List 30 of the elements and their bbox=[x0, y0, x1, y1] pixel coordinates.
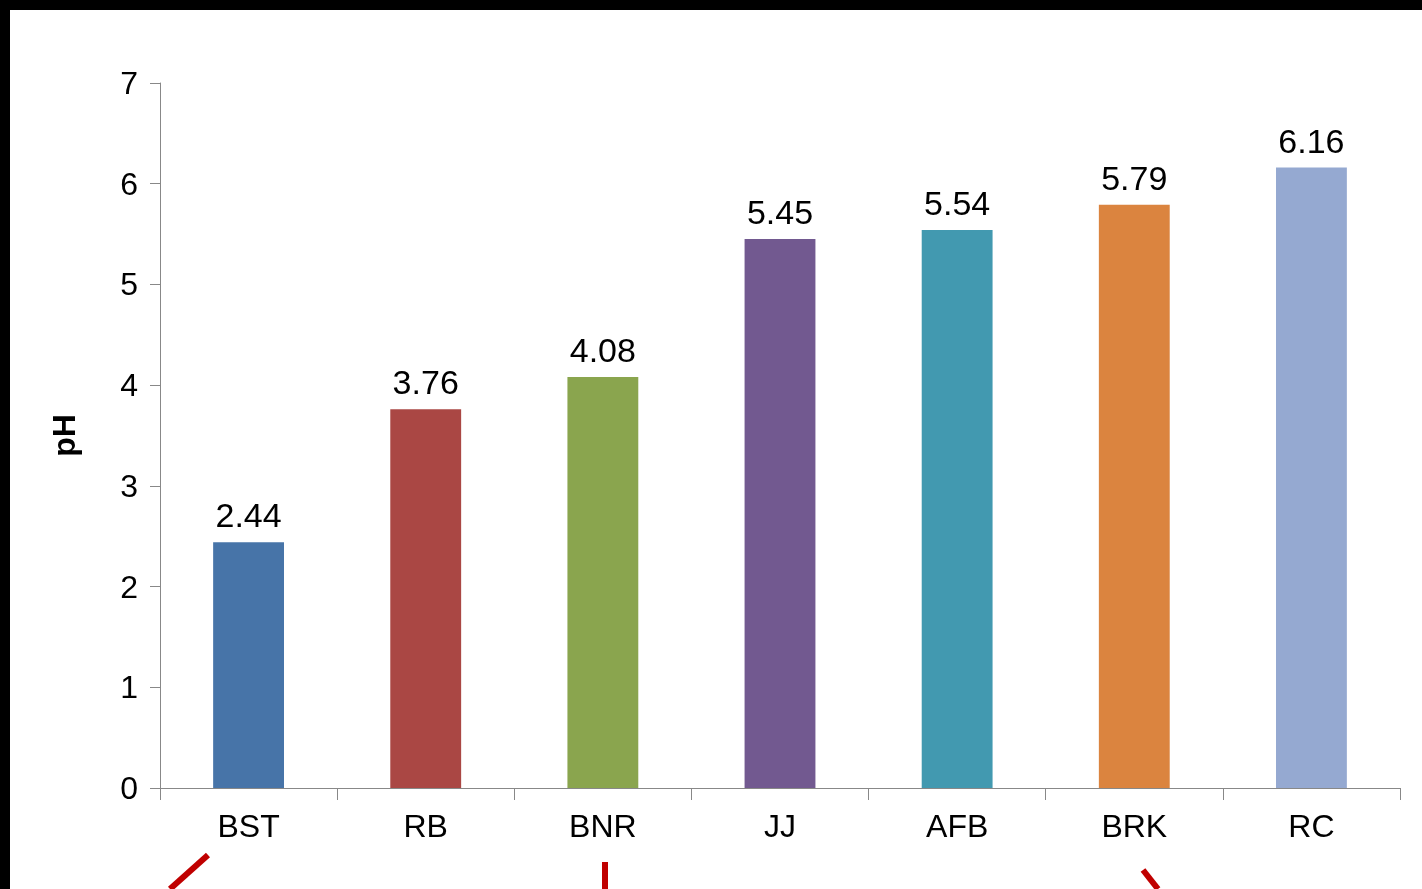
bar bbox=[390, 409, 462, 788]
y-tick-label: 3 bbox=[120, 467, 138, 504]
data-label: 6.16 bbox=[1278, 121, 1345, 160]
data-label: 4.08 bbox=[569, 331, 636, 370]
data-label: 5.79 bbox=[1101, 158, 1168, 197]
y-tick-label: 5 bbox=[120, 266, 138, 303]
bar bbox=[213, 542, 284, 788]
bar bbox=[744, 239, 816, 788]
bar bbox=[1276, 167, 1347, 788]
data-label: 5.45 bbox=[746, 193, 814, 232]
y-tick-label: 0 bbox=[120, 770, 138, 806]
x-tick-label: RB bbox=[403, 808, 448, 844]
y-tick-label: 2 bbox=[120, 568, 138, 605]
x-tick-label: AFB bbox=[926, 808, 989, 844]
data-label: 2.44 bbox=[215, 496, 282, 535]
bar bbox=[921, 230, 993, 788]
y-tick-label: 6 bbox=[120, 165, 138, 202]
y-tick-label: 4 bbox=[120, 367, 138, 404]
x-tick-label: RC bbox=[1288, 808, 1335, 844]
data-label: 3.76 bbox=[392, 363, 459, 402]
y-tick-label: 1 bbox=[120, 669, 138, 706]
x-tick-label: JJ bbox=[764, 808, 796, 844]
y-tick-label: 7 bbox=[120, 65, 138, 101]
x-tick-label: BST bbox=[217, 808, 280, 844]
x-tick-label: BRK bbox=[1101, 808, 1168, 844]
data-label: 5.54 bbox=[924, 184, 991, 223]
bar bbox=[1098, 204, 1170, 788]
bar bbox=[567, 377, 639, 788]
x-tick-label: BNR bbox=[569, 808, 637, 844]
y-axis-title: pH bbox=[46, 414, 82, 457]
